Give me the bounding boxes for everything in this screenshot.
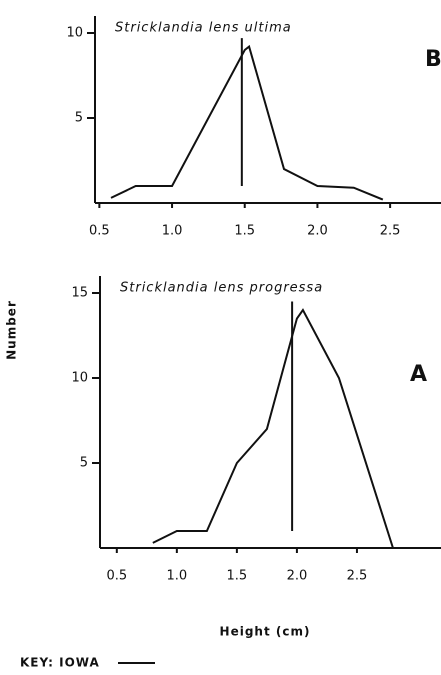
- panel-label: B: [425, 47, 441, 72]
- chart-title: Stricklandia lens ultima: [115, 21, 292, 36]
- x-tick-label: 2.5: [380, 224, 401, 239]
- x-tick-label: 2.0: [287, 569, 308, 584]
- x-tick-label: 2.5: [347, 569, 368, 584]
- y-tick-label: 10: [71, 371, 88, 386]
- data-line: [152, 308, 394, 549]
- y-tick-label: 10: [66, 26, 83, 41]
- x-tick-label: 1.5: [234, 224, 255, 239]
- x-tick-label: 1.0: [167, 569, 188, 584]
- y-tick-label: 15: [71, 286, 88, 301]
- y-tick-label: 5: [75, 111, 83, 126]
- chart-title: Stricklandia lens progressa: [120, 281, 323, 296]
- x-tick-label: 2.0: [307, 224, 328, 239]
- data-line: [110, 44, 384, 201]
- x-tick-label: 0.5: [106, 569, 127, 584]
- x-tick-label: 0.5: [89, 224, 110, 239]
- panel-label: A: [410, 362, 427, 387]
- y-tick-label: 5: [80, 456, 88, 471]
- x-tick-label: 1.5: [227, 569, 248, 584]
- x-axis-label: Height (cm): [220, 625, 311, 639]
- legend-label: KEY: IOWA: [20, 656, 100, 670]
- y-axis-label: Number: [5, 300, 19, 360]
- x-tick-label: 1.0: [162, 224, 183, 239]
